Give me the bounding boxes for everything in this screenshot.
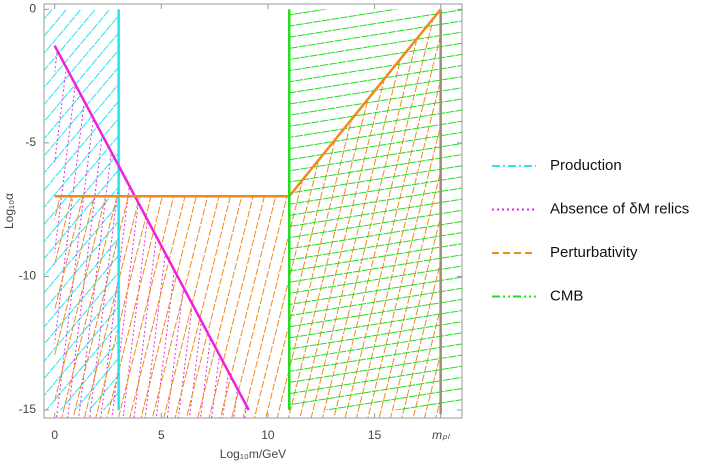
- y-tick-label: -5: [25, 135, 36, 149]
- region: [289, 9, 462, 410]
- legend-text: Production: [550, 157, 622, 174]
- x-tick-label: 5: [158, 428, 165, 442]
- x-tick-label: 15: [368, 428, 382, 442]
- y-tick-label: 0: [29, 2, 36, 16]
- y-tick-label: -10: [19, 269, 37, 283]
- legend-text: Absence of δM relics: [550, 200, 689, 217]
- legend-text: Perturbativity: [550, 244, 638, 261]
- y-axis-label: Log₁₀α: [2, 193, 16, 229]
- y-tick-label: -15: [19, 402, 37, 416]
- legend-text: CMB: [550, 287, 583, 304]
- x-tick-label: 10: [261, 428, 275, 442]
- regions: [44, 9, 462, 419]
- x-tick-label: 0: [51, 428, 58, 442]
- boundary-line: [53, 45, 250, 411]
- x-tick-label: mₚₗ: [432, 428, 450, 442]
- x-axis-label: Log₁₀m/GeV: [220, 447, 286, 461]
